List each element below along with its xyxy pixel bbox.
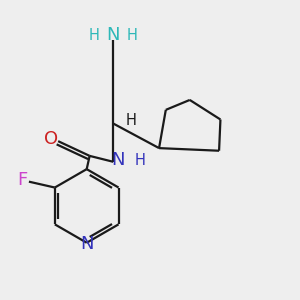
Text: H: H	[125, 113, 136, 128]
Text: H: H	[88, 28, 100, 43]
Text: N: N	[112, 151, 125, 169]
Text: N: N	[80, 235, 93, 253]
Text: H: H	[134, 153, 145, 168]
Text: O: O	[44, 130, 58, 148]
Text: F: F	[17, 171, 28, 189]
Text: H: H	[127, 28, 138, 43]
Text: N: N	[106, 26, 120, 44]
